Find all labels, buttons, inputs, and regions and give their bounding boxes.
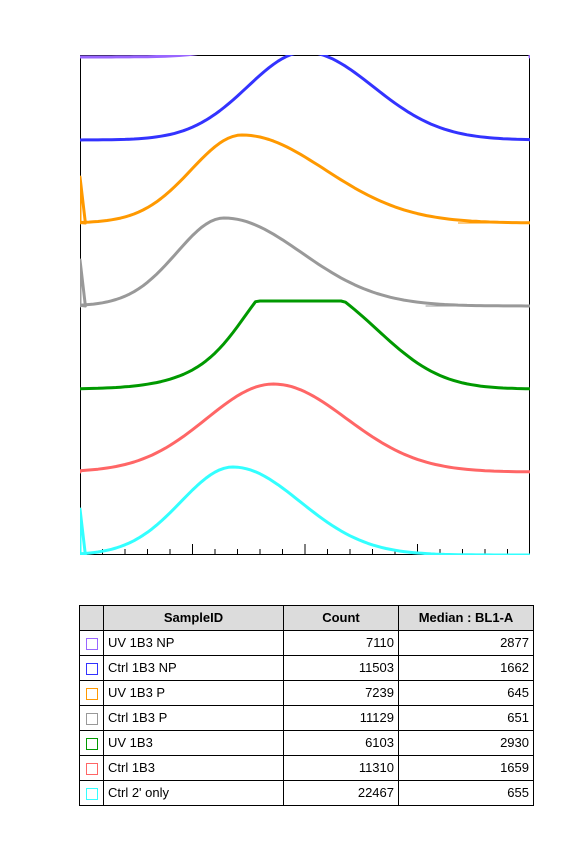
sample-table-wrap: SampleID Count Median : BL1-A UV 1B3 NP7… (79, 605, 534, 806)
median-cell: 645 (399, 681, 534, 706)
color-swatch (86, 738, 98, 750)
swatch-cell (80, 681, 104, 706)
median-cell: 2877 (399, 631, 534, 656)
median-cell: 651 (399, 706, 534, 731)
header-swatch (80, 606, 104, 631)
swatch-cell (80, 631, 104, 656)
color-swatch (86, 663, 98, 675)
sample-id-cell: Ctrl 1B3 (104, 756, 284, 781)
color-swatch (86, 638, 98, 650)
histogram-svg (80, 55, 530, 555)
count-cell: 7239 (284, 681, 399, 706)
sample-table: SampleID Count Median : BL1-A UV 1B3 NP7… (79, 605, 534, 806)
sample-id-cell: Ctrl 1B3 P (104, 706, 284, 731)
table-row: UV 1B3 NP71102877 (80, 631, 534, 656)
table-row: UV 1B3 P7239645 (80, 681, 534, 706)
color-swatch (86, 713, 98, 725)
swatch-cell (80, 656, 104, 681)
median-cell: 655 (399, 781, 534, 806)
count-cell: 11310 (284, 756, 399, 781)
median-cell: 1659 (399, 756, 534, 781)
swatch-cell (80, 731, 104, 756)
sample-id-cell: Ctrl 2' only (104, 781, 284, 806)
count-cell: 11129 (284, 706, 399, 731)
sample-id-cell: Ctrl 1B3 NP (104, 656, 284, 681)
count-cell: 22467 (284, 781, 399, 806)
header-sample: SampleID (104, 606, 284, 631)
swatch-cell (80, 781, 104, 806)
count-cell: 6103 (284, 731, 399, 756)
table-row: Ctrl 2' only22467655 (80, 781, 534, 806)
table-header-row: SampleID Count Median : BL1-A (80, 606, 534, 631)
count-cell: 11503 (284, 656, 399, 681)
header-median: Median : BL1-A (399, 606, 534, 631)
swatch-cell (80, 756, 104, 781)
sample-id-cell: UV 1B3 NP (104, 631, 284, 656)
sample-id-cell: UV 1B3 P (104, 681, 284, 706)
count-cell: 7110 (284, 631, 399, 656)
histogram-plot (80, 55, 530, 555)
color-swatch (86, 688, 98, 700)
table-row: Ctrl 1B3113101659 (80, 756, 534, 781)
sample-id-cell: UV 1B3 (104, 731, 284, 756)
table-row: Ctrl 1B3 P11129651 (80, 706, 534, 731)
color-swatch (86, 763, 98, 775)
median-cell: 1662 (399, 656, 534, 681)
header-count: Count (284, 606, 399, 631)
swatch-cell (80, 706, 104, 731)
median-cell: 2930 (399, 731, 534, 756)
table-row: Ctrl 1B3 NP115031662 (80, 656, 534, 681)
figure-container: SampleID Count Median : BL1-A UV 1B3 NP7… (0, 0, 584, 806)
table-row: UV 1B361032930 (80, 731, 534, 756)
color-swatch (86, 788, 98, 800)
